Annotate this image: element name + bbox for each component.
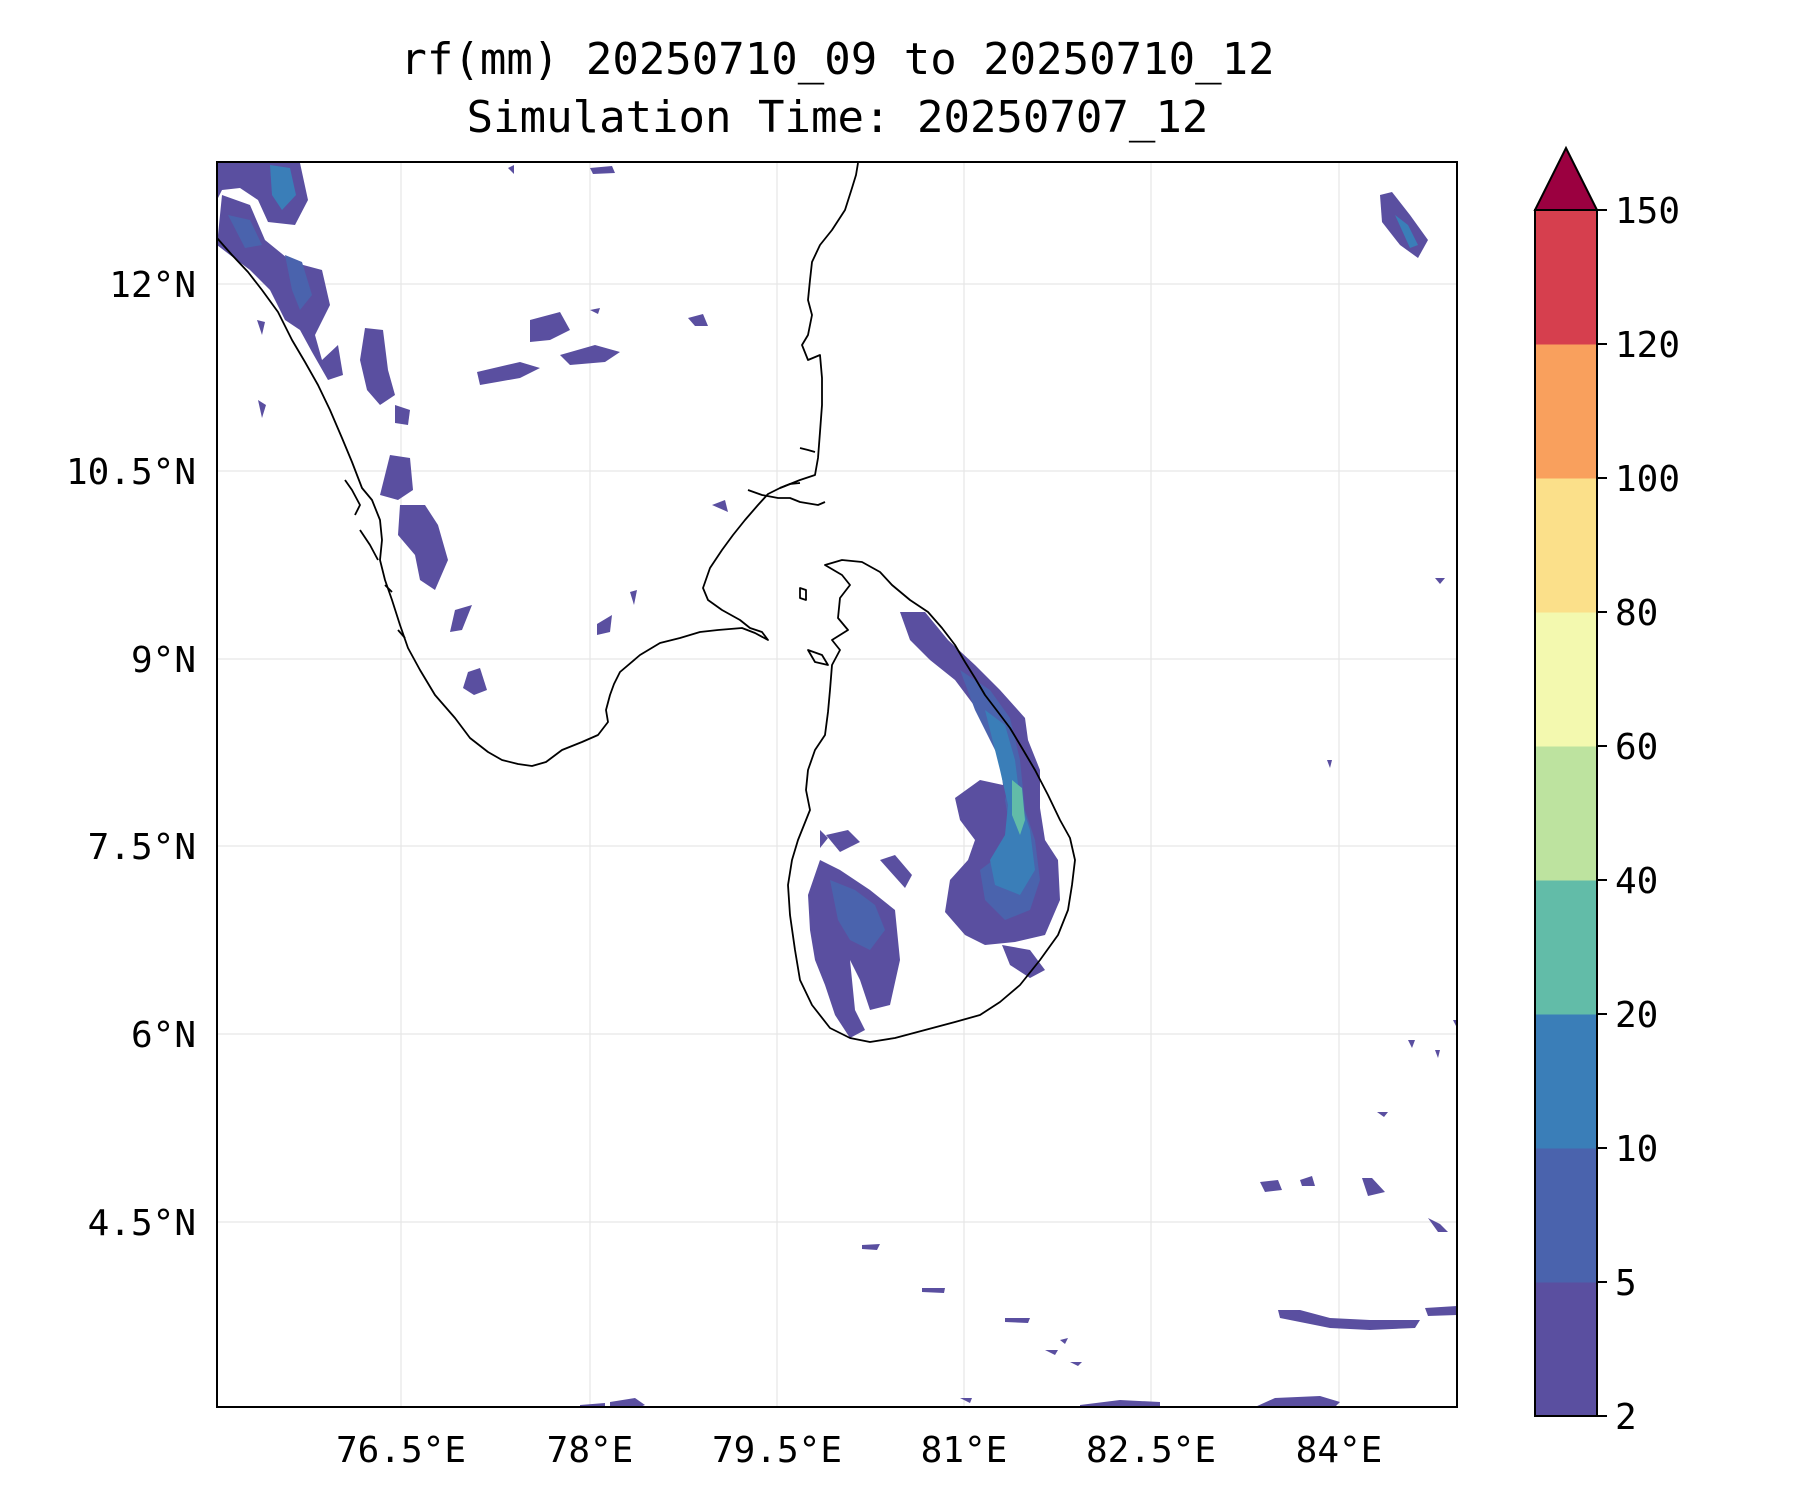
lat-label: 10.5°N bbox=[66, 452, 196, 493]
colorbar-band bbox=[1535, 478, 1597, 613]
lat-label: 12°N bbox=[109, 265, 196, 306]
colorbar-tick-label: 10 bbox=[1615, 1129, 1658, 1170]
lat-label: 9°N bbox=[131, 640, 196, 681]
colorbar-band bbox=[1535, 746, 1597, 881]
colorbar-tick-label: 5 bbox=[1615, 1263, 1637, 1304]
colorbar-band bbox=[1535, 1014, 1597, 1149]
colorbar-bands bbox=[1535, 210, 1597, 1417]
lat-label: 7.5°N bbox=[88, 827, 196, 868]
gridlines bbox=[217, 162, 1457, 1407]
lon-label: 82.5°E bbox=[1086, 1430, 1216, 1471]
lat-label: 6°N bbox=[131, 1015, 196, 1056]
colorbar-band bbox=[1535, 1148, 1597, 1283]
colorbar-tick-label: 2 bbox=[1615, 1397, 1637, 1438]
colorbar-band bbox=[1535, 1282, 1597, 1417]
rainfall-contours bbox=[217, 163, 1457, 1407]
figure-title: rf(mm) 20250710_09 to 20250710_12 bbox=[400, 34, 1275, 85]
colorbar-band bbox=[1535, 612, 1597, 747]
lon-label: 78°E bbox=[547, 1430, 634, 1471]
colorbar-tick-label: 100 bbox=[1615, 459, 1680, 500]
lat-label: 4.5°N bbox=[88, 1203, 196, 1244]
colorbar-frame bbox=[1534, 209, 1598, 1417]
map-frame bbox=[216, 161, 1458, 1408]
lon-label: 81°E bbox=[921, 1430, 1008, 1471]
colorbar-extend-arrow bbox=[1533, 145, 1599, 211]
lon-label: 84°E bbox=[1296, 1430, 1383, 1471]
figure-subtitle: Simulation Time: 20250707_12 bbox=[466, 92, 1209, 143]
colorbar-tick-label: 20 bbox=[1615, 995, 1658, 1036]
colorbar-band bbox=[1535, 210, 1597, 345]
colorbar: 2 5 10 20 40 60 80 100 120 150 bbox=[1533, 145, 1680, 1438]
colorbar-tick-label: 80 bbox=[1615, 593, 1658, 634]
colorbar-tick-label: 60 bbox=[1615, 727, 1658, 768]
lon-label: 79.5°E bbox=[712, 1430, 842, 1471]
coastlines bbox=[216, 162, 1076, 1043]
lon-axis: 76.5°E 78°E 79.5°E 81°E 82.5°E 84°E bbox=[336, 1430, 1382, 1471]
colorbar-tick-label: 120 bbox=[1615, 325, 1680, 366]
colorbar-tick-label: 150 bbox=[1615, 191, 1680, 232]
colorbar-band bbox=[1535, 344, 1597, 479]
colorbar-band bbox=[1535, 880, 1597, 1015]
lon-label: 76.5°E bbox=[336, 1430, 466, 1471]
lat-axis: 12°N 10.5°N 9°N 7.5°N 6°N 4.5°N bbox=[66, 265, 196, 1244]
colorbar-tick-label: 40 bbox=[1615, 861, 1658, 902]
colorbar-ticks: 2 5 10 20 40 60 80 100 120 150 bbox=[1597, 191, 1680, 1438]
